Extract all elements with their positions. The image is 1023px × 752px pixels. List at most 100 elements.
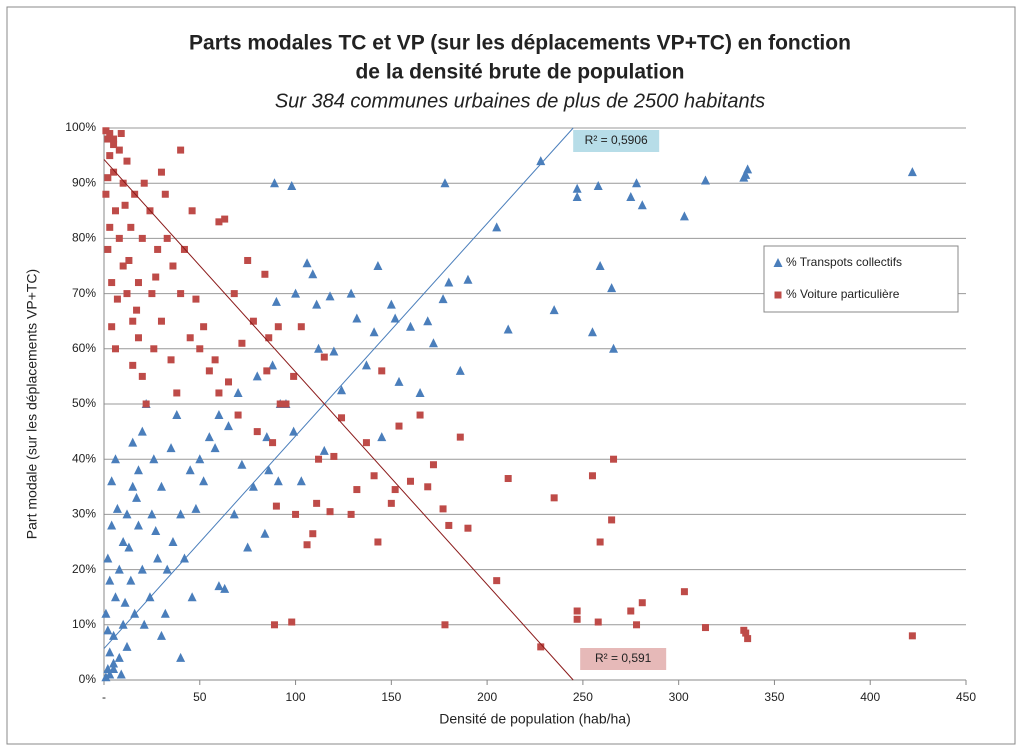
- triangle-point: [325, 291, 335, 301]
- square-point: [110, 141, 118, 149]
- y-tick-label: 0%: [79, 672, 97, 686]
- square-point: [504, 475, 512, 483]
- triangle-point: [166, 443, 176, 453]
- square-point: [102, 190, 110, 198]
- triangle-point: [118, 537, 128, 546]
- triangle-point: [145, 592, 155, 602]
- square-point: [104, 135, 112, 143]
- triangle-point: [195, 454, 205, 464]
- square-point: [142, 400, 150, 408]
- x-tick-label: 350: [764, 690, 784, 704]
- square-point: [117, 130, 125, 138]
- triangle-point: [103, 553, 113, 563]
- triangle-point: [114, 652, 124, 662]
- y-tick-label: 20%: [72, 562, 96, 576]
- triangle-point: [361, 360, 371, 370]
- square-point: [276, 400, 284, 408]
- triangle-point: [114, 564, 124, 574]
- triangle-point: [492, 222, 502, 232]
- square-point: [315, 455, 323, 463]
- triangle-point: [405, 321, 415, 331]
- square-point: [108, 323, 116, 331]
- y-tick-label: 70%: [72, 286, 96, 300]
- square-point: [186, 334, 194, 342]
- square-point: [537, 643, 545, 651]
- square-point: [221, 215, 229, 223]
- y-axis-label: Part modale (sur les déplacements VP+TC): [24, 269, 40, 539]
- triangle-point: [151, 525, 161, 535]
- r2-label: R² = 0,5906: [585, 133, 648, 147]
- triangle-point: [105, 575, 115, 585]
- triangle-point: [160, 608, 170, 618]
- triangle-point: [229, 509, 239, 519]
- x-tick-label: -: [102, 690, 106, 704]
- square-point: [908, 632, 916, 640]
- triangle-point: [137, 564, 147, 574]
- triangle-point: [210, 443, 220, 453]
- x-tick-label: 250: [573, 690, 593, 704]
- y-tick-label: 40%: [72, 451, 96, 465]
- triangle-point: [147, 509, 157, 519]
- triangle-point: [179, 553, 189, 563]
- square-point: [104, 245, 112, 253]
- square-point: [138, 372, 146, 380]
- trend-line: [103, 159, 574, 681]
- triangle-point: [572, 183, 582, 193]
- x-tick-label: 300: [669, 690, 689, 704]
- triangle-point: [199, 476, 209, 486]
- square-point: [493, 577, 501, 585]
- square-point: [134, 334, 142, 342]
- y-tick-label: 50%: [72, 396, 96, 410]
- square-point: [395, 422, 403, 430]
- square-point: [225, 378, 233, 386]
- triangle-point: [153, 553, 163, 563]
- square-point: [157, 317, 165, 325]
- triangle-point: [237, 459, 247, 469]
- triangle-point: [308, 269, 318, 279]
- triangle-point: [109, 663, 119, 673]
- square-point: [115, 234, 123, 242]
- triangle-point: [536, 156, 546, 166]
- triangle-point: [204, 432, 214, 442]
- triangle-point: [252, 371, 262, 381]
- square-point: [131, 190, 139, 198]
- chart-subtitle: Sur 384 communes urbaines de plus de 250…: [275, 90, 765, 112]
- chart-title: Parts modales TC et VP (sur les déplacem…: [189, 32, 851, 55]
- square-point: [244, 256, 252, 264]
- square-point: [445, 521, 453, 529]
- triangle-point: [124, 542, 134, 552]
- square-point: [138, 234, 146, 242]
- square-point: [406, 477, 414, 485]
- triangle-point: [386, 299, 396, 309]
- triangle-point: [176, 509, 186, 519]
- square-point: [127, 223, 135, 231]
- square-point: [157, 168, 165, 176]
- x-tick-label: 200: [477, 690, 497, 704]
- triangle-point: [626, 192, 636, 201]
- triangle-point: [137, 426, 147, 436]
- square-point: [270, 621, 278, 629]
- triangle-point: [112, 503, 122, 513]
- triangle-point: [289, 426, 299, 436]
- square-point: [701, 624, 709, 632]
- x-tick-label: 150: [381, 690, 401, 704]
- triangle-point: [394, 376, 404, 386]
- legend-label: % Voiture particulière: [786, 287, 900, 301]
- square-point: [744, 635, 752, 643]
- triangle-point: [214, 410, 224, 420]
- square-point: [111, 345, 119, 353]
- square-point: [154, 245, 162, 253]
- triangle-point: [296, 476, 306, 486]
- square-point: [173, 389, 181, 397]
- square-point: [115, 146, 123, 154]
- square-point: [282, 400, 290, 408]
- square-point: [205, 367, 213, 375]
- triangle-point: [191, 503, 201, 513]
- square-point: [424, 483, 432, 491]
- square-point: [134, 279, 142, 287]
- triangle-point: [377, 432, 387, 442]
- r2-box: [573, 130, 660, 152]
- square-point: [441, 621, 449, 629]
- square-point: [169, 262, 177, 270]
- square-point: [320, 353, 328, 361]
